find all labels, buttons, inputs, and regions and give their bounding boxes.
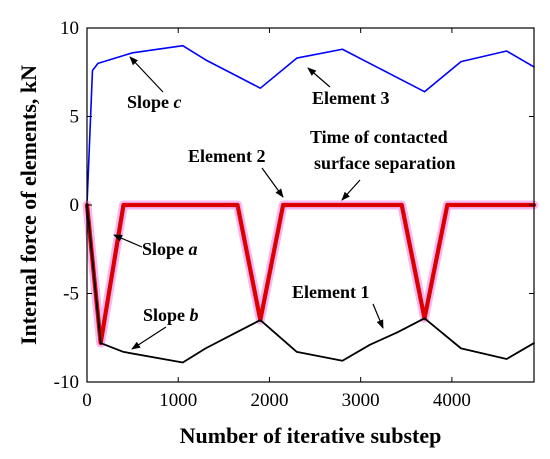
label-slope-b: Slope b: [143, 305, 199, 325]
slope-word: Slope: [143, 305, 185, 325]
series-line-element-1: [86, 204, 535, 364]
label-slope-a: Slope a: [142, 239, 198, 259]
label-separation-line1: Time of contacted: [310, 127, 448, 147]
annotations: Element 3 Element 2 Element 1 Time of conta…: [113, 56, 455, 350]
y-axis-label: Internal force of elements, kN: [16, 65, 41, 345]
arrow-slope-a: [113, 234, 143, 248]
slope-letter: a: [189, 239, 198, 259]
x-tick-label: 1000: [159, 390, 197, 411]
y-tick-label: 0: [70, 195, 80, 216]
slope-letter: b: [190, 305, 199, 325]
y-tick-label: 5: [70, 107, 80, 128]
label-element-2: Element 2: [188, 146, 265, 166]
slope-letter: c: [174, 92, 182, 112]
y-tick-label: 10: [60, 18, 79, 39]
arrow-slope-c: [129, 56, 164, 93]
axis-ticks: 0 1000 2000 3000 4000 -10 -5 0 5 10: [54, 18, 534, 411]
label-element-3: Element 3: [312, 88, 389, 108]
arrow-element-2: [261, 167, 284, 198]
arrow-element-1: [372, 303, 384, 329]
arrow-element-3: [307, 67, 331, 88]
series-layer: [82, 44, 539, 364]
x-axis-label: Number of iterative substep: [180, 423, 442, 448]
x-tick-label: 3000: [342, 390, 380, 411]
series-line-element-2: [84, 202, 537, 346]
y-tick-label: -10: [54, 372, 79, 393]
label-separation-line2: surface separation: [314, 153, 455, 173]
y-tick-label: -5: [63, 284, 79, 305]
slope-word: Slope: [127, 92, 169, 112]
x-tick-label: 4000: [433, 390, 471, 411]
slope-word: Slope: [142, 239, 184, 259]
arrow-slope-b: [131, 326, 167, 350]
x-tick-label: 0: [82, 390, 92, 411]
arrow-separation: [341, 179, 361, 201]
label-slope-c: Slope c: [127, 92, 182, 112]
x-tick-label: 2000: [250, 390, 288, 411]
series-line-element-3: [86, 44, 535, 206]
label-element-1: Element 1: [292, 282, 369, 302]
